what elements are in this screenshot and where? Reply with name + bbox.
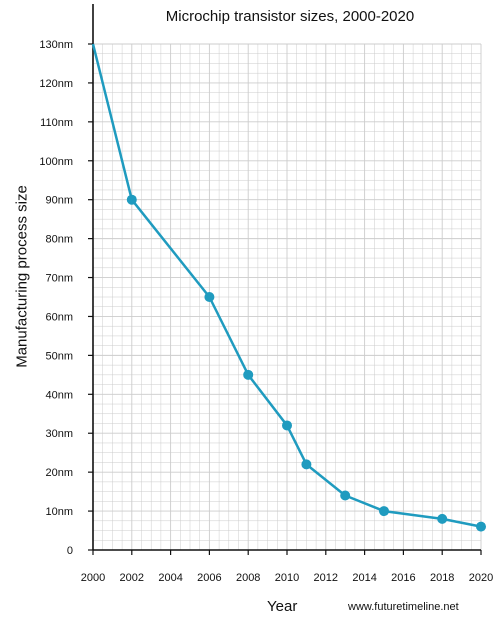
y-tick-label: 50nm [45,350,73,362]
y-tick-label: 70nm [45,273,73,285]
data-point [126,194,137,205]
y-tick-label: 10nm [45,506,73,518]
x-tick-label: 2012 [314,572,338,584]
x-tick-label: 2008 [236,572,260,584]
x-tick-label: 2002 [120,572,144,584]
y-tick-label: 120nm [39,78,73,90]
data-point [340,490,351,501]
y-tick-label: 100nm [39,156,73,168]
x-tick-label: 2018 [430,572,454,584]
x-tick-label: 2004 [158,572,182,584]
y-tick-label: 90nm [45,195,73,207]
y-tick-label: 30nm [45,428,73,440]
data-point [476,521,486,532]
y-tick-label: 110nm [40,117,73,129]
x-tick-label: 2020 [469,572,493,584]
series-line [91,43,482,528]
source-credit: www.futuretimeline.net [348,601,459,613]
x-tick-label: 2000 [81,572,105,584]
y-tick-label: 0 [67,545,73,557]
y-tick-label: 130nm [39,39,73,51]
y-tick-label: 80nm [45,234,73,246]
x-axis-label: Year [267,598,298,615]
data-point [379,506,389,517]
x-tick-label: 2014 [352,572,376,584]
data-point [243,369,254,380]
data-point [301,459,312,470]
x-tick-label: 2016 [391,572,415,584]
data-point [204,292,215,302]
data-point [437,513,448,524]
y-tick-label: 60nm [45,311,73,323]
chart-title: Microchip transistor sizes, 2000-2020 [165,8,415,25]
x-tick-label: 2006 [197,572,221,584]
data-point [282,420,292,431]
y-tick-label: 20nm [45,467,73,479]
y-tick-label: 40nm [45,389,73,401]
x-tick-label: 2010 [275,572,299,584]
